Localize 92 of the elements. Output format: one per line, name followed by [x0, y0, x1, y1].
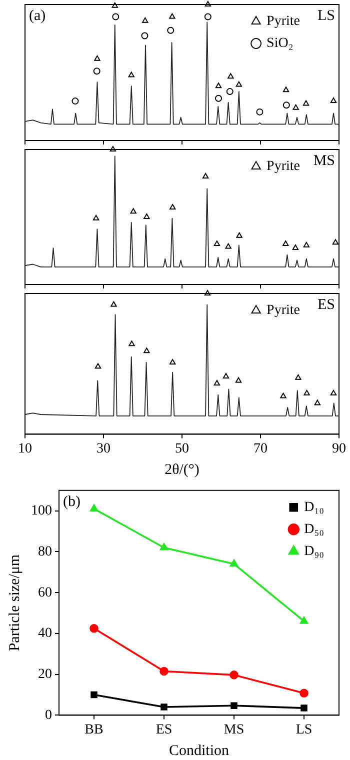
point: [302, 100, 310, 106]
point: [295, 374, 302, 380]
annotation: LS: [317, 8, 335, 24]
point: [304, 390, 310, 396]
point: [112, 13, 120, 20]
point: [94, 363, 102, 369]
y-axis-title: Particle size/μm: [6, 554, 23, 652]
point: [130, 208, 136, 214]
y-tick-label: 0: [45, 708, 52, 723]
point: [230, 670, 238, 680]
point: [169, 13, 176, 19]
legend-label: D₁₀: [304, 500, 324, 516]
point: [202, 173, 209, 178]
annotation: (b): [63, 494, 80, 510]
point: [167, 26, 174, 34]
x-tick-label: 30: [96, 441, 110, 456]
point: [215, 94, 222, 102]
legend-label: Pyrite: [266, 14, 300, 30]
point: [214, 240, 220, 246]
point: [110, 301, 117, 307]
point: [112, 2, 118, 8]
point: [160, 666, 168, 676]
x-tick-label: ES: [156, 722, 172, 738]
point: [280, 392, 286, 398]
point: [222, 373, 230, 379]
point: [93, 68, 100, 75]
point: [292, 104, 299, 110]
x-tick-label: 70: [254, 441, 268, 456]
point: [160, 704, 168, 710]
point: [330, 390, 337, 396]
x-axis-title: 2θ/(°): [164, 462, 200, 478]
point: [214, 380, 220, 386]
point: [235, 377, 242, 383]
y-tick-label: 80: [38, 544, 52, 560]
point: [128, 340, 135, 346]
point: [228, 73, 234, 79]
y-tick-label: 40: [38, 626, 52, 642]
point: [282, 86, 290, 92]
point: [300, 688, 308, 698]
x-tick-label: 50: [175, 441, 189, 456]
point: [225, 243, 232, 249]
x-tick-label: 90: [332, 441, 346, 456]
annotation: ES: [317, 296, 335, 313]
point: [292, 244, 299, 250]
point: [230, 702, 238, 709]
point: [215, 82, 222, 88]
point: [204, 1, 212, 6]
point: [160, 543, 168, 550]
annotation: (a): [29, 8, 46, 24]
legend-label: Pyrite: [266, 159, 300, 174]
x-tick-label: MS: [224, 722, 244, 738]
point: [282, 102, 290, 109]
point: [92, 214, 100, 220]
x-axis-title: Condition: [168, 742, 230, 759]
point: [141, 32, 148, 40]
point: [204, 13, 212, 20]
point: [90, 504, 98, 512]
legend-label: D₉₀: [304, 544, 324, 560]
point: [300, 704, 308, 712]
point: [204, 290, 211, 296]
y-tick-label: 60: [38, 585, 52, 600]
point: [226, 88, 234, 96]
point: [236, 232, 242, 238]
point: [72, 98, 79, 105]
annotation: MS: [313, 152, 335, 169]
point: [90, 691, 98, 698]
point: [300, 616, 308, 624]
point: [314, 400, 321, 406]
point: [282, 240, 289, 246]
point: [144, 214, 150, 219]
y-tick-label: 20: [38, 667, 52, 682]
point: [230, 560, 238, 567]
point: [144, 348, 150, 354]
legend-label: D₅₀: [304, 522, 324, 538]
legend-label: Pyrite: [266, 303, 300, 318]
point: [128, 72, 134, 78]
point: [169, 204, 176, 210]
point: [330, 98, 337, 104]
legend-label: SiO₂: [266, 36, 294, 52]
x-tick-label: 10: [18, 441, 32, 456]
x-tick-label: BB: [84, 722, 104, 738]
point: [94, 55, 100, 61]
point: [303, 242, 310, 248]
point: [90, 624, 98, 633]
point: [332, 239, 339, 245]
point: [256, 108, 264, 116]
point: [110, 146, 116, 152]
point: [236, 81, 242, 87]
point: [142, 17, 148, 23]
point: [169, 358, 176, 364]
y-tick-label: 100: [31, 504, 52, 519]
x-tick-label: LS: [296, 722, 312, 738]
